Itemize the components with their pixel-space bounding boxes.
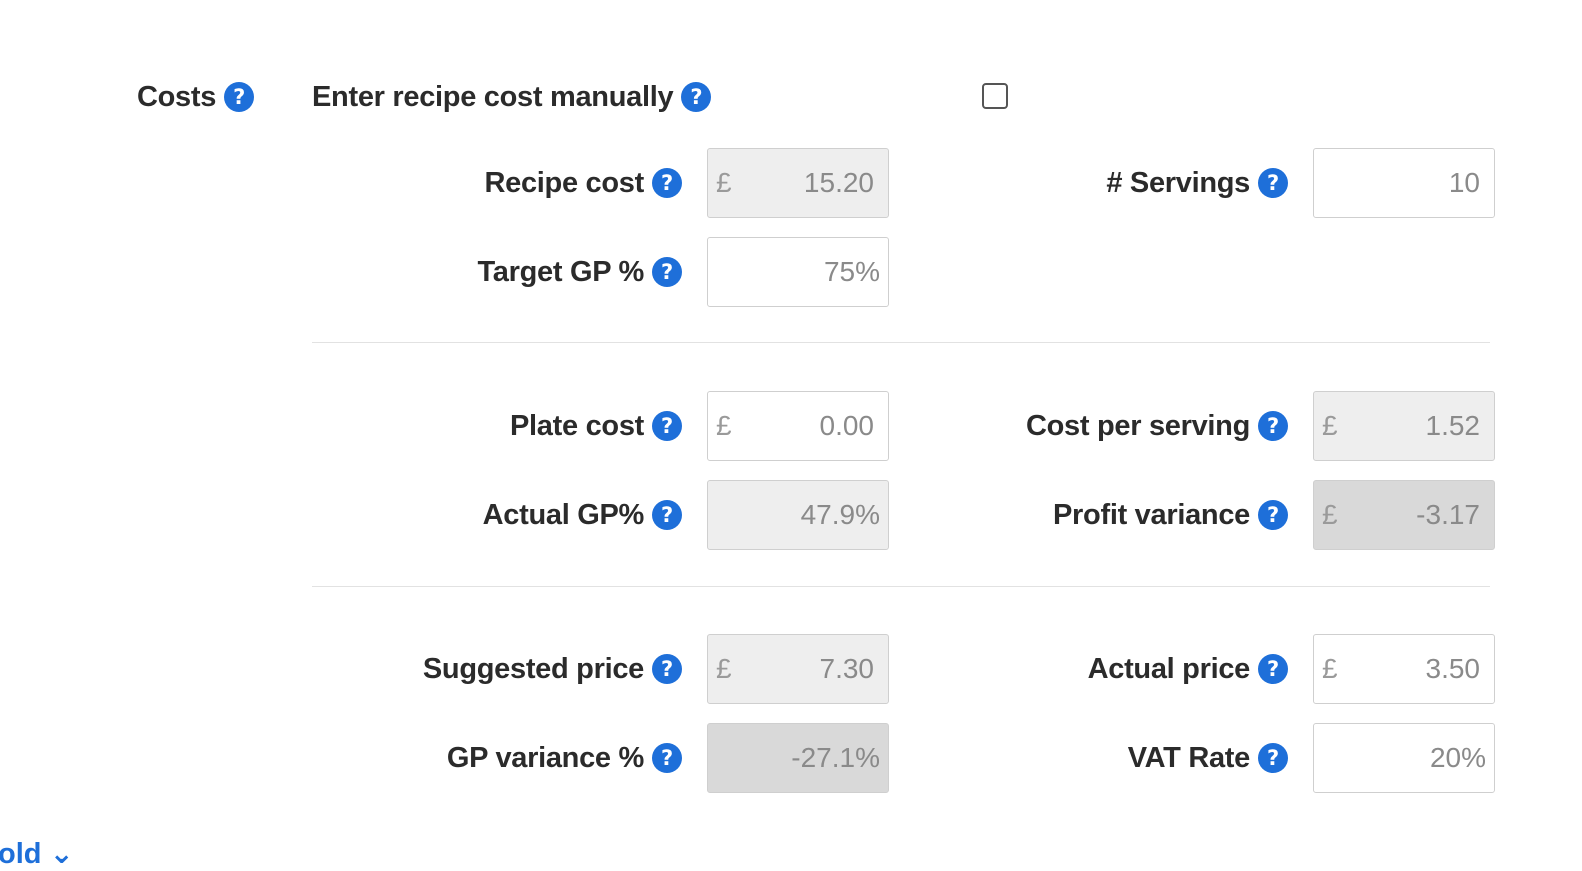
actual-gp-input: 47.9% [707,480,889,550]
cost-per-serving-input: £ 1.52 [1313,391,1495,461]
help-question-icon[interactable]: ? [652,654,682,684]
plate-cost-input[interactable]: £ 0.00 [707,391,889,461]
profit-variance-label: Profit variance ? [1053,480,1288,550]
currency-symbol: £ [1322,653,1338,684]
recipe-cost-label: Recipe cost ? [485,148,682,218]
target-gp-label: Target GP % ? [478,237,682,307]
cost-per-serving-label: Cost per serving ? [1026,391,1288,461]
plate-cost-value: 0.00 [819,410,875,441]
help-question-icon[interactable]: ? [1258,168,1288,198]
actual-gp-label: Actual GP% ? [483,480,682,550]
currency-symbol: £ [1322,499,1338,530]
help-question-icon[interactable]: ? [1258,411,1288,441]
plate-cost-label: Plate cost ? [510,391,682,461]
help-question-icon[interactable]: ? [652,411,682,441]
servings-label: # Servings ? [1106,148,1288,218]
gp-variance-value: -27.1% [791,742,880,773]
currency-symbol: £ [716,167,732,198]
servings-value: 10 [1448,167,1480,198]
manual-cost-checkbox[interactable] [982,83,1008,109]
help-question-icon[interactable]: ? [652,168,682,198]
gp-variance-label: GP variance % ? [447,723,682,793]
help-question-icon[interactable]: ? [681,82,712,112]
help-question-icon[interactable]: ? [1258,654,1288,684]
recipe-cost-value: 15.20 [803,167,874,198]
suggested-price-value: 7.30 [819,653,875,684]
help-question-icon[interactable]: ? [652,257,682,287]
section-divider [312,342,1490,343]
actual-price-label: Actual price ? [1088,634,1288,704]
section-divider [312,586,1490,587]
suggested-price-label: Suggested price ? [423,634,682,704]
vat-rate-label: VAT Rate ? [1128,723,1288,793]
help-question-icon[interactable]: ? [1258,500,1288,530]
fold-toggle-link[interactable]: old ⌄ [0,838,74,870]
target-gp-value: 75% [823,256,880,287]
cost-per-serving-value: 1.52 [1425,410,1481,441]
recipe-cost-input: £ 15.20 [707,148,889,218]
actual-price-input[interactable]: £ 3.50 [1313,634,1495,704]
help-question-icon[interactable]: ? [1258,743,1288,773]
servings-input[interactable]: 10 [1313,148,1495,218]
profit-variance-value: -3.17 [1416,499,1480,530]
actual-gp-value: 47.9% [800,499,880,530]
currency-symbol: £ [1322,410,1338,441]
suggested-price-input: £ 7.30 [707,634,889,704]
vat-rate-value: 20% [1429,742,1486,773]
help-question-icon[interactable]: ? [652,500,682,530]
actual-price-value: 3.50 [1425,653,1481,684]
currency-symbol: £ [716,410,732,441]
help-question-icon[interactable]: ? [224,82,255,112]
target-gp-input[interactable]: 75% [707,237,889,307]
profit-variance-input: £ -3.17 [1313,480,1495,550]
gp-variance-input: -27.1% [707,723,889,793]
currency-symbol: £ [716,653,732,684]
costs-label: Costs ? [137,62,255,132]
manual-cost-label: Enter recipe cost manually ? [312,62,712,132]
vat-rate-input[interactable]: 20% [1313,723,1495,793]
help-question-icon[interactable]: ? [652,743,682,773]
